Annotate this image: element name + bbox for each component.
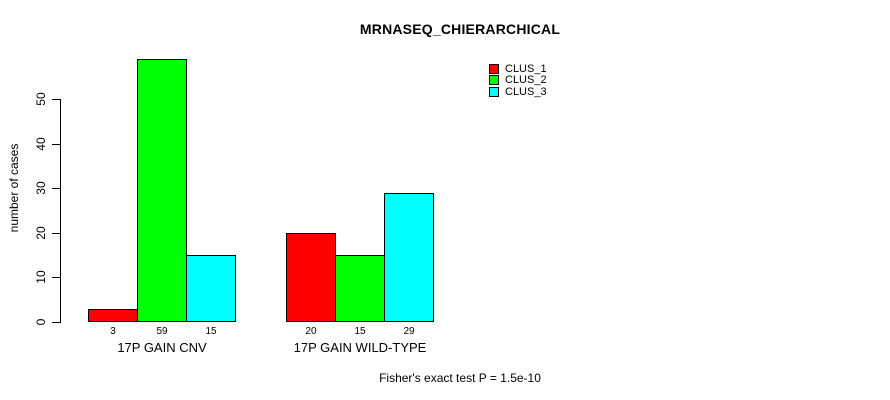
bar-clus_1-17p-gain-cnv: [88, 309, 138, 322]
y-tick-label-10: 10: [34, 270, 48, 284]
y-tick-10: [52, 277, 60, 278]
legend-swatch-clus_2: [489, 75, 499, 86]
bar-value-clus_1-17p-gain-cnv: 3: [110, 326, 116, 337]
bar-value-clus_2-17p-gain-cnv: 59: [156, 326, 168, 337]
bar-value-clus_2-17p-gain-wild-type: 15: [354, 326, 366, 337]
legend-swatch-clus_1: [489, 63, 499, 74]
y-tick-label-20: 20: [34, 226, 48, 240]
y-axis-line: [60, 99, 61, 323]
fisher-test-annotation: Fisher's exact test P = 1.5e-10: [379, 371, 541, 385]
x-category-label-1: 17P GAIN CNV: [117, 340, 207, 355]
bar-value-clus_1-17p-gain-wild-type: 20: [305, 326, 317, 337]
bar-clus_3-17p-gain-wild-type: [384, 193, 434, 322]
y-tick-label-50: 50: [34, 92, 48, 106]
bar-clus_2-17p-gain-cnv: [137, 59, 187, 322]
legend-row-clus_3: CLUS_3: [489, 86, 547, 98]
bar-clus_3-17p-gain-cnv: [186, 255, 236, 322]
y-tick-label-40: 40: [34, 137, 48, 151]
legend-label-clus_1: CLUS_1: [505, 62, 547, 75]
chart-title: MRNASEQ_CHIERARCHICAL: [359, 21, 561, 37]
legend-swatch-clus_3: [489, 86, 499, 97]
bar-value-clus_3-17p-gain-wild-type: 29: [403, 326, 415, 337]
legend: CLUS_1 CLUS_2 CLUS_3: [489, 63, 547, 98]
bar-clus_1-17p-gain-wild-type: [286, 233, 336, 322]
legend-row-clus_2: CLUS_2: [489, 74, 547, 87]
y-tick-label-30: 30: [34, 181, 48, 195]
y-axis-title: number of cases: [7, 143, 21, 233]
bar-value-clus_3-17p-gain-cnv: 15: [205, 326, 217, 337]
y-tick-40: [52, 144, 60, 145]
y-tick-30: [52, 188, 60, 189]
y-tick-50: [52, 99, 60, 100]
y-tick-label-0: 0: [34, 318, 48, 326]
y-tick-0: [52, 322, 60, 323]
legend-label-clus_2: CLUS_2: [505, 74, 547, 87]
y-tick-20: [52, 233, 60, 234]
legend-label-clus_3: CLUS_3: [505, 85, 547, 98]
x-category-label-2: 17P GAIN WILD-TYPE: [293, 340, 427, 355]
legend-row-clus_1: CLUS_1: [489, 63, 547, 75]
bar-clus_2-17p-gain-wild-type: [335, 255, 385, 322]
